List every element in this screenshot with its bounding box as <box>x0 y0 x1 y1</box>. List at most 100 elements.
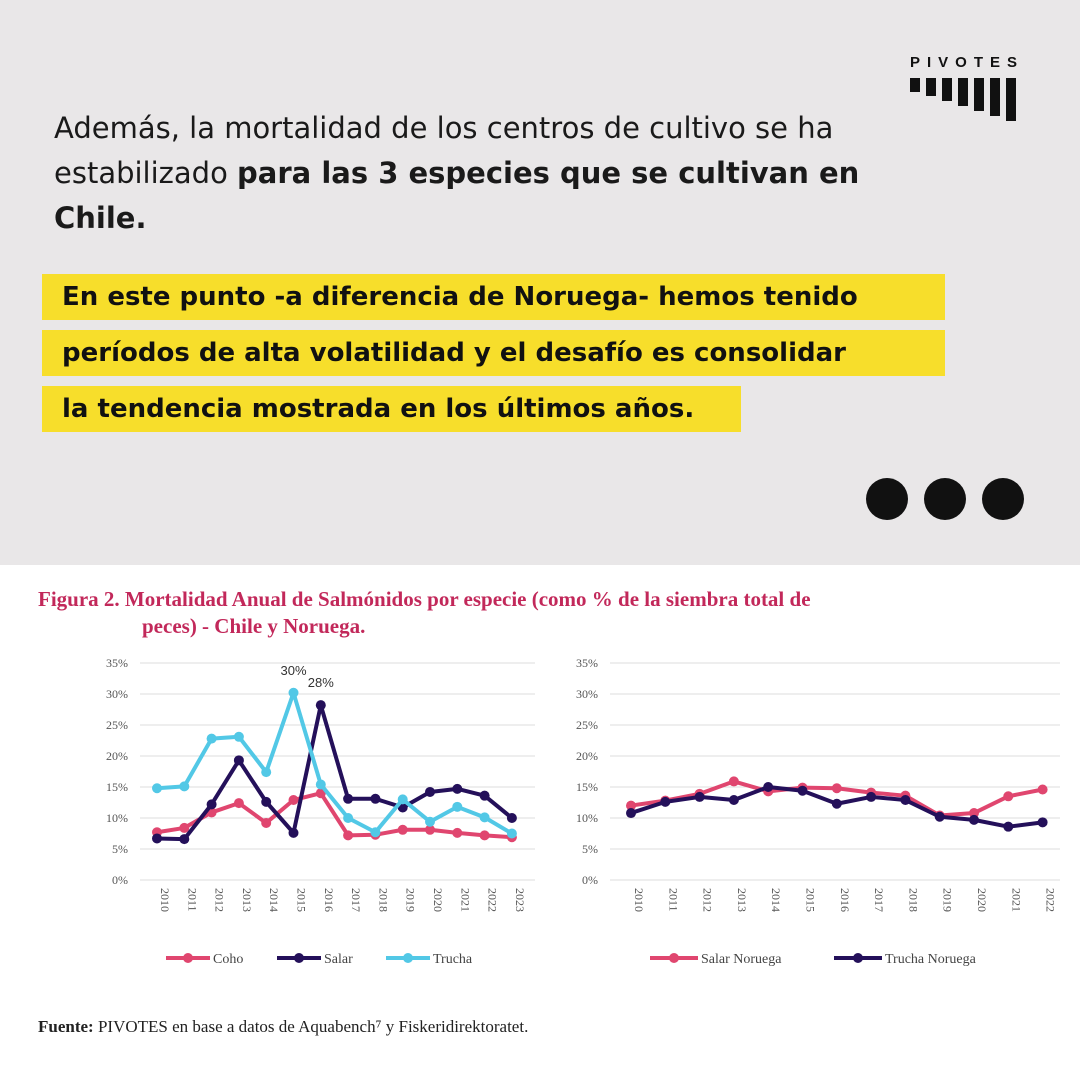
data-point <box>206 799 217 810</box>
highlight-line-3: la tendencia mostrada en los últimos año… <box>42 386 741 432</box>
legend-marker <box>669 953 679 963</box>
x-tick-label: 2020 <box>975 888 989 912</box>
y-tick-label: 0% <box>582 873 598 887</box>
data-point <box>370 793 381 804</box>
legend-marker <box>294 953 304 963</box>
y-tick-label: 15% <box>106 780 128 794</box>
data-point <box>452 783 463 794</box>
x-tick-label: 2021 <box>1009 888 1023 912</box>
y-tick-label: 10% <box>576 811 598 825</box>
data-point <box>694 791 705 802</box>
y-tick-label: 5% <box>112 842 128 856</box>
source-label: Fuente: <box>38 1017 94 1036</box>
x-tick-label: 2014 <box>769 888 783 912</box>
y-tick-label: 5% <box>582 842 598 856</box>
data-point <box>831 783 842 794</box>
data-point <box>315 779 326 790</box>
data-point <box>261 767 272 778</box>
data-point <box>479 812 490 823</box>
figure-title-line-1: Figura 2. Mortalidad Anual de Salmónidos… <box>38 587 811 611</box>
x-tick-label: 2018 <box>376 888 390 912</box>
data-point <box>452 801 463 812</box>
data-point <box>370 827 381 838</box>
data-point <box>1003 791 1014 802</box>
data-point <box>425 786 435 797</box>
x-tick-label: 2013 <box>735 888 749 912</box>
figure-title-line-2: peces) - Chile y Noruega. <box>142 614 366 638</box>
legend-label: Salar <box>324 952 353 967</box>
x-tick-label: 2018 <box>906 888 920 912</box>
data-point <box>900 795 911 806</box>
data-point <box>797 785 808 796</box>
y-tick-label: 25% <box>576 718 598 732</box>
data-point <box>1003 821 1014 832</box>
data-point <box>660 796 671 807</box>
y-tick-label: 35% <box>106 656 128 670</box>
y-tick-label: 30% <box>576 687 598 701</box>
x-tick-label: 2016 <box>322 888 336 912</box>
y-tick-label: 10% <box>106 811 128 825</box>
data-point <box>506 828 517 839</box>
x-tick-label: 2015 <box>295 888 309 912</box>
legend-marker <box>403 953 413 963</box>
y-tick-label: 20% <box>106 749 128 763</box>
x-tick-label: 2011 <box>185 888 199 912</box>
peak-annotation: 28% <box>308 675 334 690</box>
carousel-dot-3 <box>982 478 1024 520</box>
data-point <box>452 827 463 838</box>
x-tick-label: 2015 <box>804 888 818 912</box>
data-point <box>397 824 408 835</box>
y-tick-label: 30% <box>106 687 128 701</box>
data-point <box>233 798 244 809</box>
x-tick-label: 2022 <box>1044 888 1058 912</box>
data-point <box>261 817 272 828</box>
x-tick-label: 2021 <box>458 888 472 912</box>
intro-text: Además, la mortalidad de los centros de … <box>54 106 954 241</box>
data-point <box>315 700 326 711</box>
peak-annotation: 30% <box>280 663 306 678</box>
x-tick-label: 2010 <box>158 888 172 912</box>
source-note: Fuente: PIVOTES en base a datos de Aquab… <box>38 1017 528 1037</box>
legend-label: Trucha <box>433 952 473 967</box>
data-point <box>479 790 490 801</box>
data-point <box>179 834 190 845</box>
data-point <box>288 687 299 698</box>
data-point <box>626 800 636 811</box>
data-point <box>728 776 739 787</box>
x-tick-label: 2012 <box>701 888 715 912</box>
data-point <box>397 794 408 805</box>
legend-label: Trucha Noruega <box>885 952 977 967</box>
logo-text: PIVOTES <box>910 54 1025 71</box>
highlight-line-2: períodos de alta volatilidad y el desafí… <box>42 330 945 376</box>
data-point <box>152 833 162 844</box>
legend-label: Salar Noruega <box>701 952 782 967</box>
carousel-dot-2 <box>924 478 966 520</box>
carousel-dot-1 <box>866 478 908 520</box>
data-point <box>343 813 354 823</box>
highlight-line-1: En este punto -a diferencia de Noruega- … <box>42 274 945 320</box>
x-tick-label: 2013 <box>240 888 254 912</box>
pivotes-logo: PIVOTES <box>910 54 1040 126</box>
data-point <box>261 796 272 807</box>
data-point <box>866 791 877 802</box>
data-point <box>479 830 490 841</box>
intro-bold: para las 3 especies que se cultivan en C… <box>54 156 860 235</box>
x-tick-label: 2011 <box>666 888 680 912</box>
data-point <box>179 822 190 833</box>
data-point <box>233 755 244 766</box>
data-point <box>288 827 299 838</box>
intro-plain: Además, la mortalidad de los centros de … <box>54 111 834 190</box>
data-point <box>343 830 354 841</box>
data-point <box>425 816 435 827</box>
data-point <box>626 808 636 819</box>
x-tick-label: 2023 <box>513 888 527 912</box>
x-tick-label: 2010 <box>632 888 646 912</box>
x-tick-label: 2016 <box>838 888 852 912</box>
y-tick-label: 15% <box>576 780 598 794</box>
data-point <box>343 793 354 804</box>
x-tick-label: 2019 <box>404 888 418 912</box>
logo-bars-icon <box>910 78 1016 121</box>
data-point <box>763 782 774 792</box>
source-text: PIVOTES en base a datos de Aquabench⁷ y … <box>93 1017 529 1036</box>
